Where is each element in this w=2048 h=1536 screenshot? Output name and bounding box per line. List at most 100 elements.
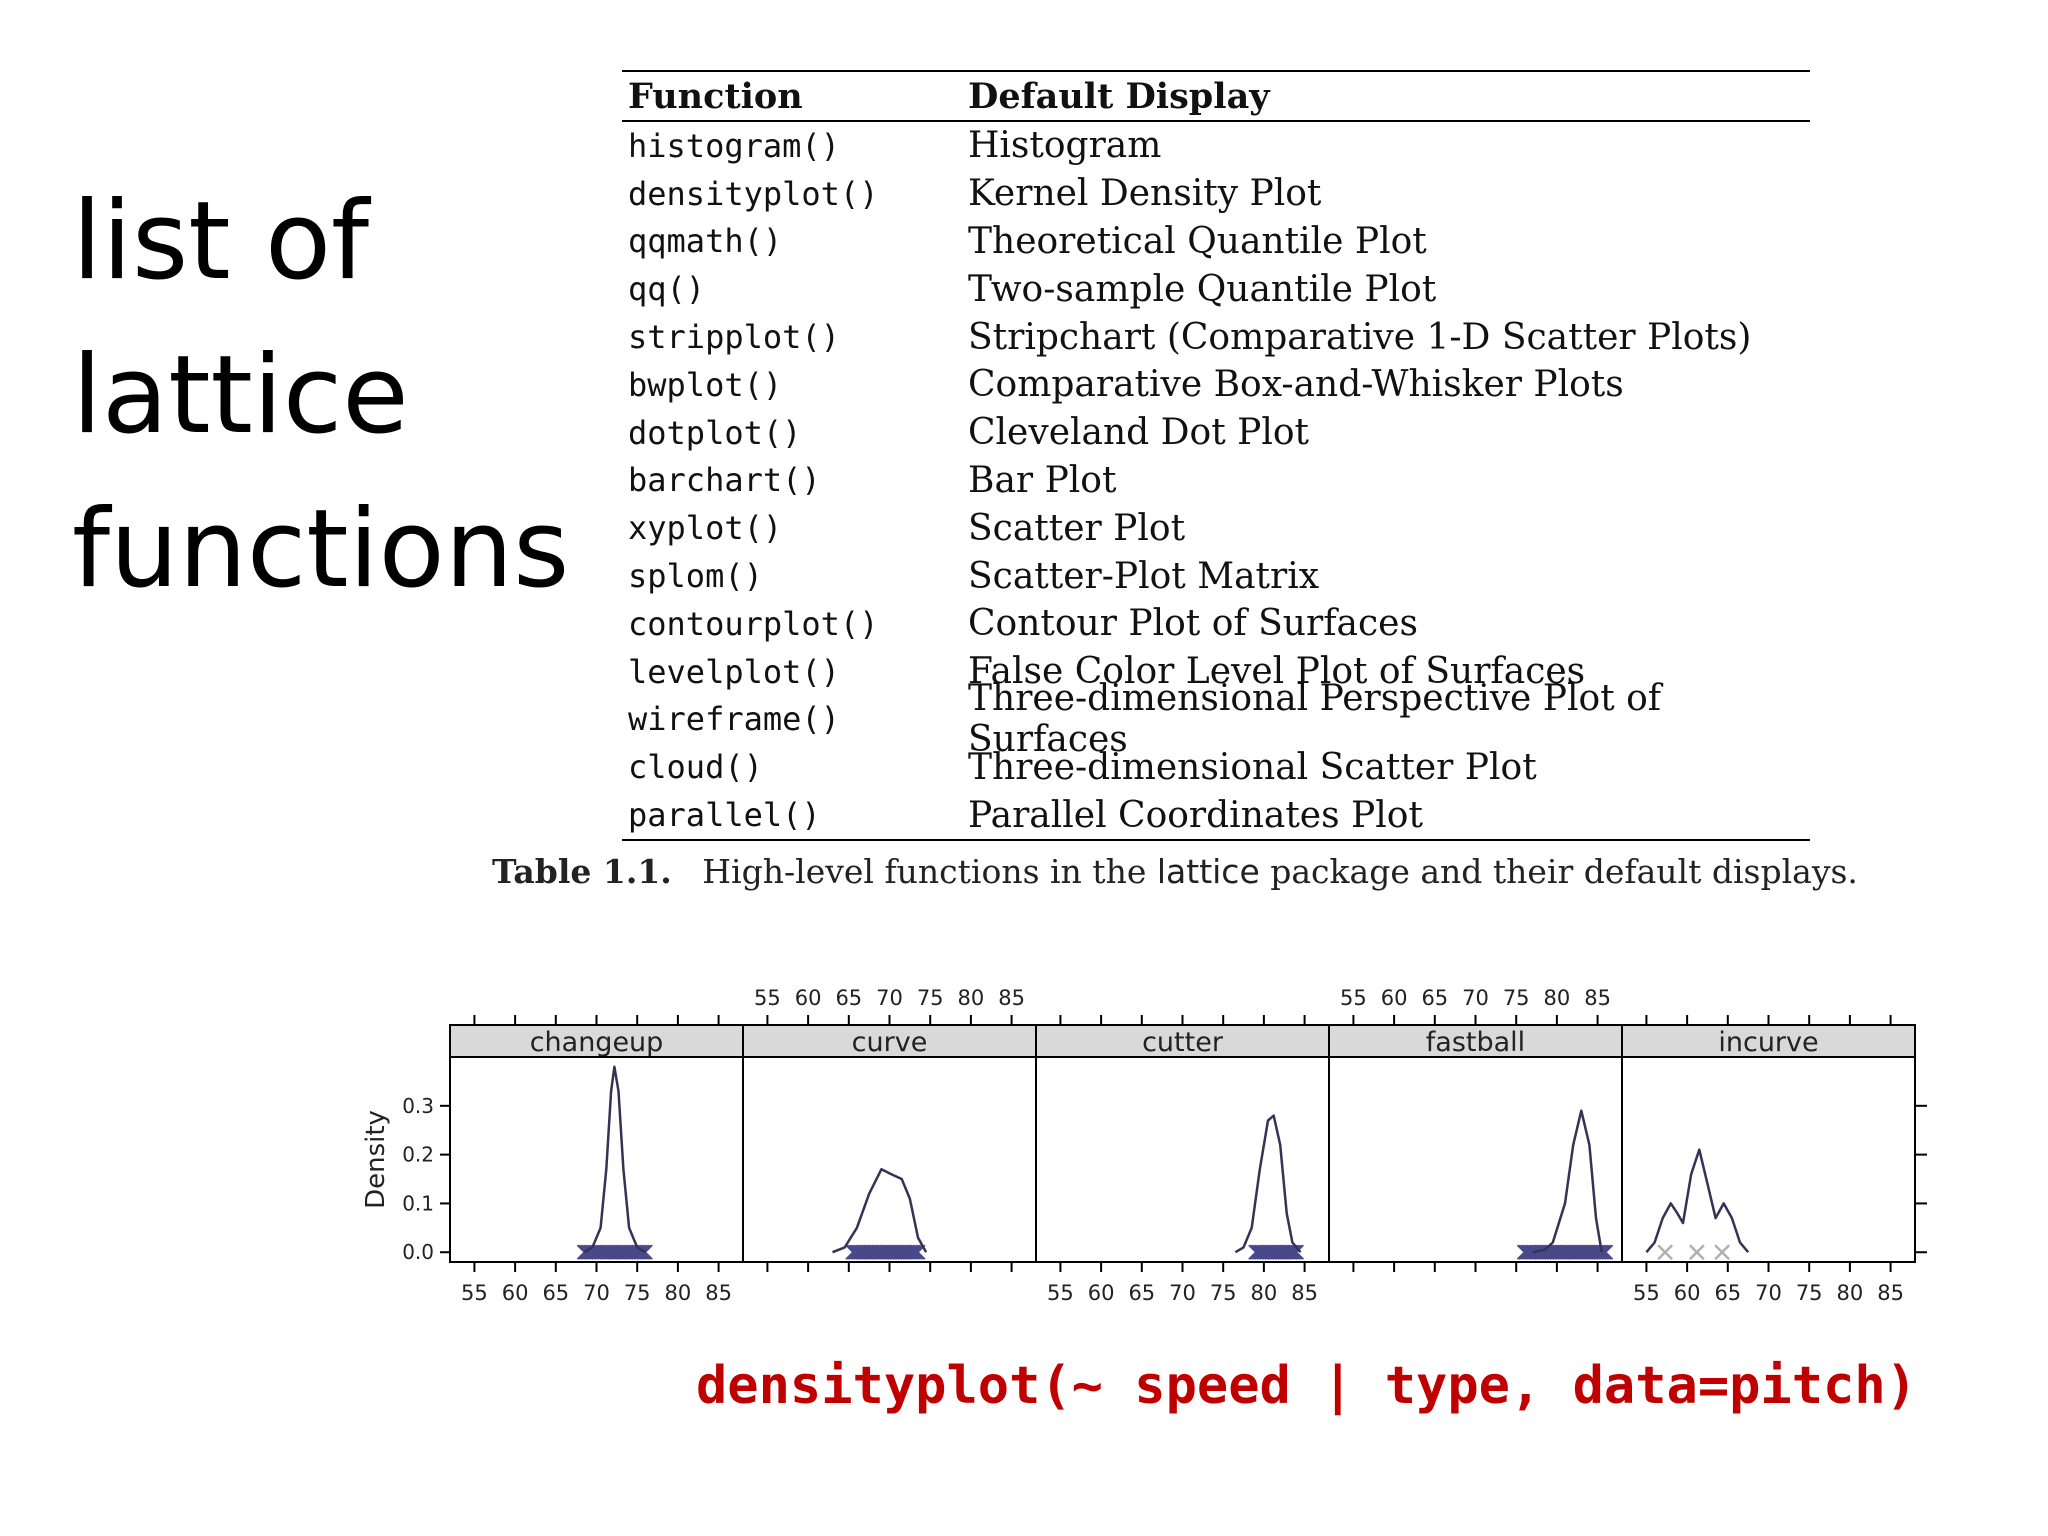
- density-plot-figure: changeup 55 60 65 70 75 80 85 curve 55 60 65 70 75 80 8…: [361, 986, 1927, 1305]
- default-display: Comparative Box-and-Whisker Plots: [968, 364, 1624, 406]
- table-row: xyplot() Scatter Plot: [622, 504, 1810, 552]
- x-tick-label-top: 70: [876, 986, 903, 1010]
- x-tick-label-top: 85: [1584, 986, 1611, 1010]
- function-name: bwplot(): [628, 365, 783, 404]
- function-name: densityplot(): [628, 174, 879, 213]
- caption-text-after: package and their default displays.: [1270, 852, 1858, 891]
- y-tick-label: 0.3: [402, 1094, 434, 1118]
- strip-label-incurve: incurve: [1718, 1027, 1818, 1058]
- default-display: Three-dimensional Scatter Plot: [968, 746, 1537, 788]
- x-tick-label-top: 70: [1462, 986, 1489, 1010]
- function-name: splom(): [628, 557, 763, 596]
- default-display: Three-dimensional Perspective Plot of Su…: [968, 678, 1662, 761]
- function-name: parallel(): [628, 796, 821, 835]
- table-row: cloud() Three-dimensional Scatter Plot: [622, 743, 1810, 791]
- default-display: Two-sample Quantile Plot: [968, 268, 1437, 310]
- x-tick-label-top: 75: [917, 986, 944, 1010]
- function-name: levelplot(): [628, 652, 840, 691]
- function-name: stripplot(): [628, 318, 840, 357]
- y-tick-label: 0.1: [402, 1191, 434, 1215]
- function-name: qqmath(): [628, 222, 783, 261]
- default-display: Histogram: [968, 125, 1162, 167]
- y-tick-label: 0.2: [402, 1143, 434, 1167]
- rug-point: [1688, 1244, 1705, 1261]
- table-row: dotplot() Cleveland Dot Plot: [622, 409, 1810, 457]
- density-curve-incurve: [1645, 1148, 1750, 1254]
- default-display: Scatter-Plot Matrix: [968, 555, 1320, 597]
- density-curve-cutter: [1234, 1114, 1302, 1254]
- strip-label-fastball: fastball: [1426, 1027, 1525, 1058]
- x-tick-label: 75: [1210, 1281, 1237, 1305]
- rug-curve: [845, 1244, 926, 1260]
- table-row: parallel() Parallel Coordinates Plot: [622, 791, 1810, 839]
- default-display: Parallel Coordinates Plot: [968, 794, 1423, 836]
- caption-package-name: lattice: [1156, 852, 1260, 891]
- rug-point: [1657, 1244, 1674, 1261]
- x-tick-label: 65: [1714, 1281, 1741, 1305]
- function-name: barchart(): [628, 461, 821, 500]
- x-tick-label: 85: [1877, 1281, 1904, 1305]
- density-curve-changeup: [583, 1065, 646, 1254]
- table-row: levelplot() False Color Level Plot of Sur…: [622, 648, 1810, 696]
- x-tick-label: 65: [542, 1281, 569, 1305]
- x-tick-label: 85: [705, 1281, 732, 1305]
- x-tick-label-top: 85: [998, 986, 1025, 1010]
- x-tick-label-top: 60: [795, 986, 822, 1010]
- default-display: Kernel Density Plot: [968, 173, 1322, 215]
- default-display: Stripchart (Comparative 1-D Scatter Plot…: [968, 316, 1752, 358]
- strip-curve: [742, 1024, 1037, 1058]
- table-row: contourplot() Contour Plot of Surfaces: [622, 600, 1810, 648]
- default-display: Scatter Plot: [968, 507, 1186, 549]
- x-tick-label: 55: [461, 1281, 488, 1305]
- x-tick-label: 80: [1251, 1281, 1278, 1305]
- x-tick-label: 75: [624, 1281, 651, 1305]
- panel-curve: [742, 1056, 1037, 1263]
- table-row: splom() Scatter-Plot Matrix: [622, 552, 1810, 600]
- x-tick-label: 55: [1633, 1281, 1660, 1305]
- y-tick-label: 0.0: [402, 1240, 434, 1264]
- strip-changeup: [449, 1024, 744, 1058]
- title-line-2: lattice: [72, 333, 409, 458]
- table-row: qqmath() Theoretical Quantile Plot: [622, 218, 1810, 266]
- density-curve-curve: [832, 1168, 928, 1254]
- function-name: cloud(): [628, 748, 763, 787]
- x-tick-label: 85: [1291, 1281, 1318, 1305]
- x-tick-label-top: 80: [958, 986, 985, 1010]
- rug-changeup: [576, 1244, 653, 1260]
- x-tick-label: 60: [1088, 1281, 1115, 1305]
- function-name: histogram(): [628, 126, 840, 165]
- x-tick-label-top: 65: [1421, 986, 1448, 1010]
- default-display: Bar Plot: [968, 459, 1117, 501]
- function-name: wireframe(): [628, 700, 840, 739]
- x-tick-label-top: 80: [1544, 986, 1571, 1010]
- x-tick-label: 60: [502, 1281, 529, 1305]
- x-tick-label-top: 55: [1340, 986, 1367, 1010]
- caption-text-before: High-level functions in the: [702, 852, 1147, 891]
- strip-label-changeup: changeup: [530, 1027, 664, 1058]
- table-row: qq() Two-sample Quantile Plot: [622, 265, 1810, 313]
- table-caption: Table 1.1. High-level functions in the l…: [492, 852, 2048, 891]
- function-name: qq(): [628, 270, 706, 309]
- function-name: xyplot(): [628, 509, 783, 548]
- x-tick-label-top: 65: [835, 986, 862, 1010]
- density-curve-fastball: [1532, 1109, 1603, 1254]
- x-tick-label: 70: [1755, 1281, 1782, 1305]
- table-header: Function Default Display: [622, 72, 1810, 122]
- slide-title: list of lattice functions: [72, 165, 592, 627]
- panel-incurve: [1621, 1056, 1916, 1263]
- function-name: dotplot(): [628, 413, 802, 452]
- default-display: Contour Plot of Surfaces: [968, 603, 1418, 645]
- x-tick-label: 80: [665, 1281, 692, 1305]
- default-display: Cleveland Dot Plot: [968, 412, 1309, 454]
- x-tick-label: 75: [1796, 1281, 1823, 1305]
- x-tick-label: 70: [1169, 1281, 1196, 1305]
- x-tick-label: 60: [1674, 1281, 1701, 1305]
- x-tick-label: 80: [1837, 1281, 1864, 1305]
- x-tick-label: 65: [1128, 1281, 1155, 1305]
- strip-label-cutter: cutter: [1142, 1027, 1224, 1058]
- table-row: stripplot() Stripchart (Comparative 1-D S…: [622, 313, 1810, 361]
- table-row: wireframe() Three-dimensional Perspective…: [622, 678, 1810, 760]
- header-function: Function: [628, 75, 803, 117]
- title-line-1: list of: [72, 179, 370, 304]
- default-display: Theoretical Quantile Plot: [968, 220, 1427, 262]
